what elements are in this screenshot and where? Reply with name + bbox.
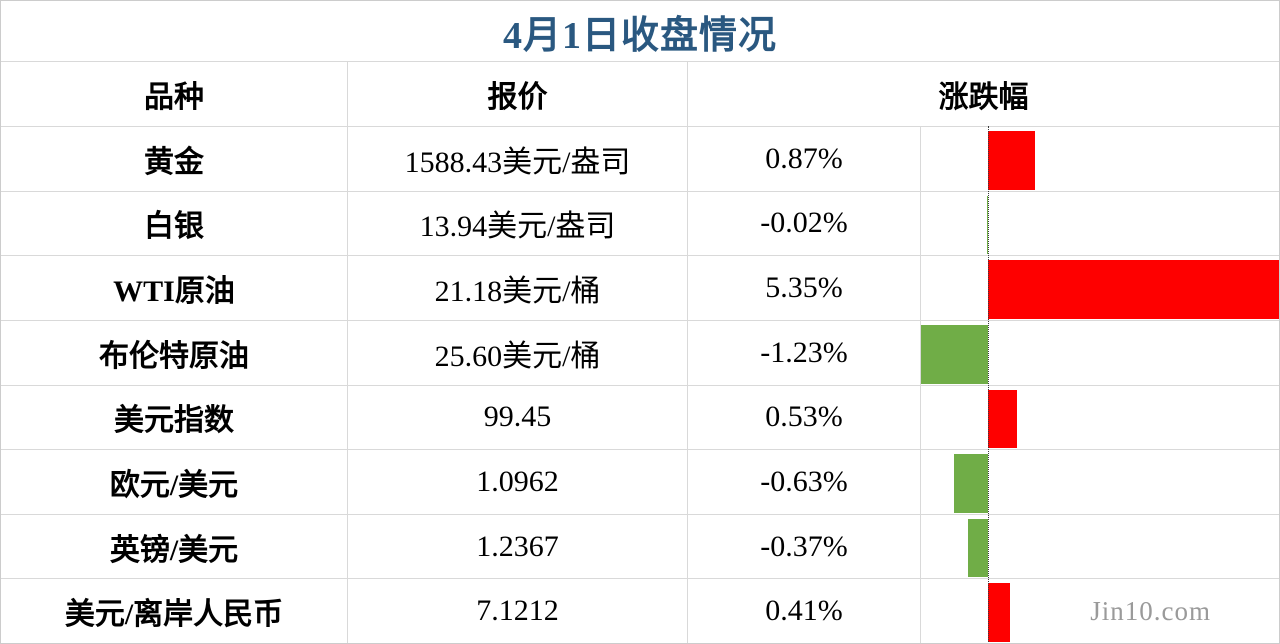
bar-cell bbox=[921, 579, 1279, 643]
variety-cell: 美元/离岸人民币 bbox=[1, 579, 348, 643]
change-cell: 5.35% bbox=[688, 256, 921, 320]
change-cell: -0.02% bbox=[688, 191, 921, 256]
table-row: 美元/离岸人民币 7.1212 0.41% bbox=[1, 578, 1279, 643]
column-header-variety: 品种 bbox=[1, 62, 348, 126]
page-title: 4月1日收盘情况 bbox=[502, 14, 777, 57]
change-bar bbox=[953, 454, 988, 513]
change-cell: 0.53% bbox=[688, 385, 921, 450]
table-body: 黄金 1588.43美元/盎司 0.87% 白银 13.94美元/盎司 -0.0… bbox=[1, 126, 1279, 643]
table-row: 美元指数 99.45 0.53% bbox=[1, 384, 1279, 450]
table-row: 欧元/美元 1.0962 -0.63% bbox=[1, 449, 1279, 514]
quote-cell: 99.45 bbox=[348, 385, 688, 450]
bar-cell bbox=[921, 127, 1279, 191]
quote-cell: 1.0962 bbox=[348, 450, 688, 514]
change-bar bbox=[987, 583, 1011, 642]
bar-cell bbox=[921, 192, 1279, 256]
quote-cell: 25.60美元/桶 bbox=[348, 320, 688, 385]
table-header-row: 品种 报价 涨跌幅 bbox=[1, 61, 1279, 126]
bar-cell bbox=[921, 450, 1279, 514]
change-bar bbox=[967, 518, 988, 578]
variety-cell: 欧元/美元 bbox=[1, 450, 348, 514]
quote-cell: 1588.43美元/盎司 bbox=[348, 127, 688, 191]
change-bar bbox=[987, 131, 1036, 190]
change-bar bbox=[921, 324, 988, 384]
bar-cell bbox=[921, 256, 1279, 320]
variety-cell: 英镑/美元 bbox=[1, 514, 348, 579]
table-row: 白银 13.94美元/盎司 -0.02% bbox=[1, 190, 1279, 256]
quote-cell: 1.2367 bbox=[348, 514, 688, 579]
change-cell: -0.37% bbox=[688, 514, 921, 579]
variety-cell: 美元指数 bbox=[1, 385, 348, 450]
variety-cell: 布伦特原油 bbox=[1, 320, 348, 385]
quote-cell: 21.18美元/桶 bbox=[348, 256, 688, 320]
table-row: WTI原油 21.18美元/桶 5.35% bbox=[1, 255, 1279, 320]
change-cell: 0.41% bbox=[688, 579, 921, 643]
title-row: 4月1日收盘情况 bbox=[1, 1, 1279, 61]
bar-cell bbox=[921, 386, 1279, 450]
table-row: 黄金 1588.43美元/盎司 0.87% bbox=[1, 126, 1279, 191]
change-cell: -1.23% bbox=[688, 320, 921, 385]
column-header-quote: 报价 bbox=[348, 62, 688, 126]
quote-cell: 13.94美元/盎司 bbox=[348, 191, 688, 256]
change-bar bbox=[986, 195, 988, 255]
quote-cell: 7.1212 bbox=[348, 579, 688, 643]
variety-cell: 黄金 bbox=[1, 127, 348, 191]
change-bar bbox=[987, 389, 1017, 449]
bar-cell bbox=[921, 321, 1279, 385]
change-cell: -0.63% bbox=[688, 450, 921, 514]
change-bar bbox=[987, 260, 1279, 319]
watermark: Jin10.com bbox=[1090, 596, 1211, 626]
bar-cell bbox=[921, 515, 1279, 579]
variety-cell: WTI原油 bbox=[1, 256, 348, 320]
variety-cell: 白银 bbox=[1, 191, 348, 256]
change-cell: 0.87% bbox=[688, 127, 921, 191]
table-row: 英镑/美元 1.2367 -0.37% bbox=[1, 513, 1279, 579]
column-header-change: 涨跌幅 bbox=[938, 81, 1029, 114]
table-row: 布伦特原油 25.60美元/桶 -1.23% bbox=[1, 319, 1279, 385]
